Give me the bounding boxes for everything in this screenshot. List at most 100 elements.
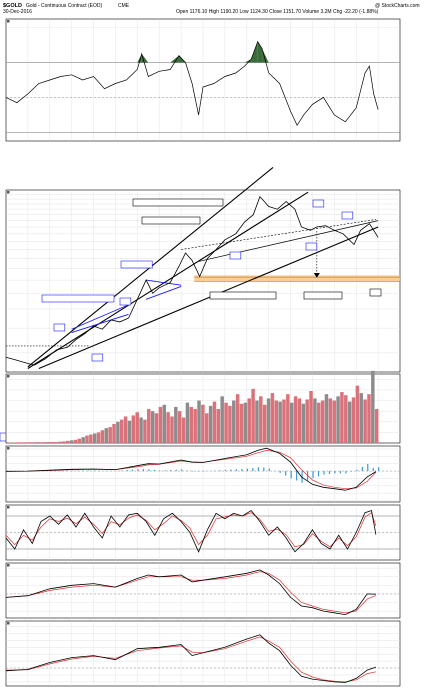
kst-title-marker (7, 622, 10, 625)
macd-hist-bar (230, 469, 232, 472)
volume-bar (336, 396, 340, 443)
stoch-main-line (5, 509, 377, 553)
volume-bar (170, 416, 174, 443)
volume-bar (371, 370, 375, 443)
volume-bar (301, 403, 306, 443)
rsi-panel (5, 18, 401, 142)
volume-bar (247, 398, 251, 443)
volume-bar (77, 438, 82, 443)
bt-label-1-box (91, 353, 104, 362)
price-line (5, 195, 379, 366)
volume-bar (112, 423, 116, 443)
kst-panel (5, 620, 401, 687)
volume-bar (351, 397, 356, 443)
volume-bar (116, 421, 120, 443)
volume-bar (174, 406, 178, 443)
pmo-main-line (5, 569, 376, 616)
macd-hist-bar (246, 468, 248, 472)
wedge-upper-line (71, 304, 129, 330)
volume-bar (131, 415, 136, 443)
volume-bar (123, 416, 128, 443)
volume-bar (154, 413, 159, 443)
macd-hist-bar (170, 469, 172, 472)
macd-title-marker (7, 447, 10, 450)
volume-bar (317, 402, 321, 443)
volume-bar (251, 388, 255, 443)
volume-bar (359, 393, 363, 443)
volume-bar (65, 440, 70, 443)
pmo-panel (5, 562, 401, 619)
volume-bar (108, 427, 112, 443)
volume-bar (35, 442, 39, 443)
volume-bar (181, 417, 186, 443)
volume-bar (147, 409, 151, 443)
macd-main-line (5, 447, 377, 491)
volume-bar (31, 442, 35, 443)
bt-label-3-box (312, 199, 325, 208)
volume-bar (85, 435, 89, 443)
volume-bar (324, 394, 329, 443)
wedge-lower-line (71, 313, 129, 333)
volume-bar (363, 399, 367, 443)
volume-panel (5, 370, 401, 444)
bt-label-4-box (341, 211, 354, 220)
stoch-title-marker (7, 506, 10, 509)
stoch-signal-line (5, 512, 377, 548)
volume-title-marker (7, 375, 10, 378)
triangle-upper-line (146, 279, 182, 286)
volume-bar (96, 432, 101, 443)
wedge-label-box (41, 294, 115, 303)
volume-bar (289, 402, 294, 443)
volume-bar (27, 442, 31, 443)
macd-hist-bar (268, 468, 270, 472)
nl-extension-label-box (209, 291, 277, 300)
volume-bar (162, 404, 166, 443)
macd-hist-bar (317, 471, 320, 477)
macd-panel (5, 445, 401, 503)
volume-bar (62, 441, 66, 443)
channel-label-box (132, 198, 224, 207)
bo-label-2-box (119, 297, 132, 306)
macd-hist-bar (328, 471, 331, 474)
volume-bar (58, 441, 62, 443)
volume-bar (340, 392, 344, 443)
volume-bar (255, 400, 259, 443)
volume-bar (228, 405, 232, 443)
volume-bar (50, 441, 54, 443)
volume-bar (150, 411, 155, 443)
macd-hist-bar (153, 469, 155, 472)
channel-lower-line (38, 226, 379, 370)
macd-hist-bar (186, 470, 188, 472)
macd-hist-bar (142, 469, 145, 472)
stoch-panel (5, 504, 401, 561)
dashed-neckline (181, 219, 376, 250)
volume-bar (38, 442, 43, 443)
volume-bar (232, 400, 236, 443)
volume-bar (235, 394, 240, 443)
ohlc-readout: Open 1176.10 High 1190.20 Low 1124.30 Cl… (176, 9, 379, 15)
volume-bar (355, 385, 360, 443)
volume-bar (239, 403, 244, 443)
bo-label-3-box (305, 242, 318, 251)
volume-bar (297, 398, 302, 443)
macd-hist-bar (334, 471, 336, 474)
volume-bar (177, 411, 182, 443)
volume-bar (320, 400, 325, 443)
nl-symmetry-rail (198, 220, 379, 262)
exchange-label: CME (118, 3, 130, 9)
volume-bar (15, 442, 20, 443)
rsi-overbought-fill (262, 48, 269, 63)
level-685-box (369, 288, 382, 297)
volume-bar (344, 395, 348, 443)
volume-bar (127, 420, 132, 443)
volume-bar (309, 390, 313, 443)
macd-hist-bar (263, 467, 265, 472)
volume-bar (158, 406, 163, 443)
volume-bar (89, 434, 93, 443)
channel-mid-line (27, 191, 309, 369)
volume-bar (120, 419, 124, 443)
macd-hist-bar (361, 466, 363, 472)
volume-bar (270, 393, 275, 443)
volume-bar (259, 396, 263, 443)
